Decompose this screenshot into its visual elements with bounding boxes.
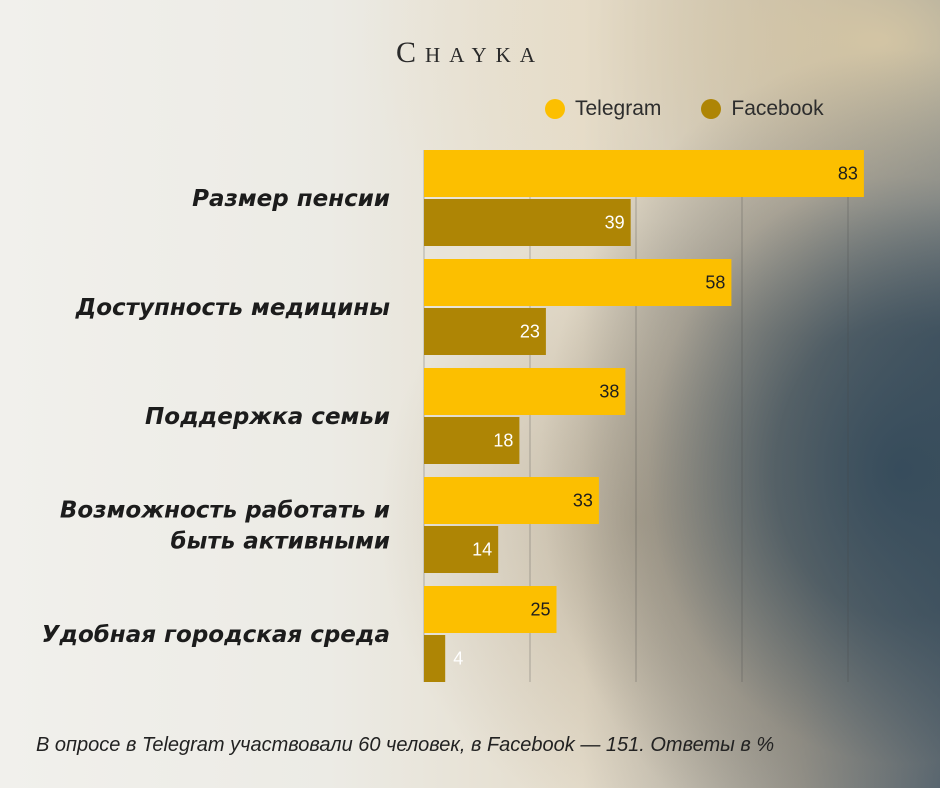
bar-facebook xyxy=(424,199,631,246)
data-label: 39 xyxy=(605,213,625,233)
brand-logo: Chayka xyxy=(396,36,544,69)
bar-facebook xyxy=(424,635,446,682)
legend-swatch-telegram xyxy=(545,99,565,119)
data-label: 4 xyxy=(453,649,463,669)
data-label: 23 xyxy=(520,322,540,342)
bar-facebook xyxy=(424,308,546,355)
data-label: 33 xyxy=(573,491,593,511)
chart-legend: Telegram Facebook xyxy=(545,97,824,121)
legend-label-facebook: Facebook xyxy=(731,97,824,120)
bar-telegram xyxy=(424,586,557,633)
category-label: Возможность работать и быть активными xyxy=(60,498,390,555)
bar-telegram xyxy=(424,368,626,415)
category-label: Доступность медицины xyxy=(75,295,390,321)
bar-telegram xyxy=(424,259,732,306)
category-label: Размер пенсии xyxy=(192,186,390,212)
footnote: В опросе в Telegram участвовали 60 челов… xyxy=(36,734,775,756)
legend-swatch-facebook xyxy=(701,99,722,119)
data-label: 58 xyxy=(705,273,725,293)
data-label: 14 xyxy=(472,540,492,560)
legend-item-telegram: Telegram xyxy=(545,97,661,121)
data-label: 18 xyxy=(493,431,513,451)
data-label: 38 xyxy=(599,382,619,402)
data-label: 25 xyxy=(530,600,550,620)
bar-facebook xyxy=(424,417,520,464)
data-label: 83 xyxy=(838,164,858,184)
bar-telegram xyxy=(424,477,599,524)
legend-item-facebook: Facebook xyxy=(701,97,824,121)
category-label: Поддержка семьи xyxy=(145,404,390,430)
legend-label-telegram: Telegram xyxy=(575,97,662,120)
bar-telegram xyxy=(424,150,864,197)
category-label: Удобная городская среда xyxy=(42,622,390,648)
bar-facebook xyxy=(424,526,499,573)
